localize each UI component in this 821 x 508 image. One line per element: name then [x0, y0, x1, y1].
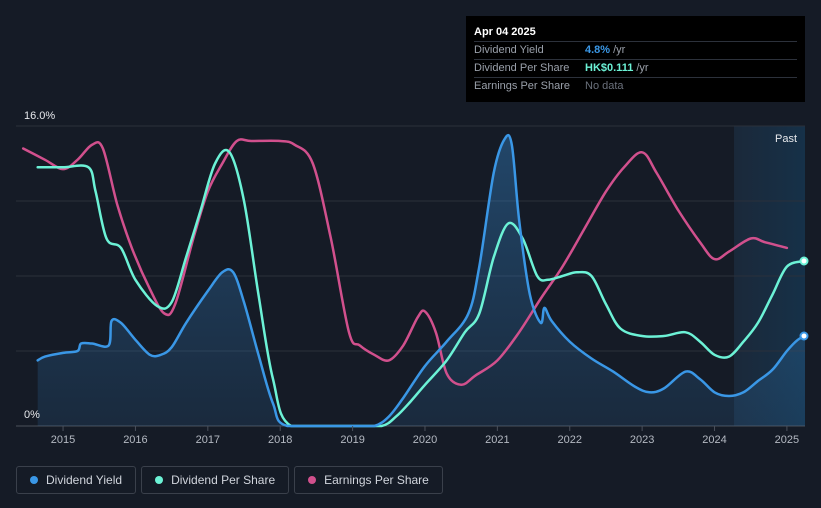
tooltip-value: No data [585, 80, 624, 92]
x-tick-label: 2018 [268, 434, 292, 446]
dividend-yield-line [36, 133, 807, 428]
legend-label: Dividend Yield [46, 473, 123, 487]
tooltip-unit: /yr [636, 62, 649, 74]
tooltip-row-earnings-per-share: Earnings Per Share No data [474, 77, 797, 95]
legend: Dividend Yield Dividend Per Share Earnin… [16, 466, 443, 494]
dividend-per-share-end-marker [799, 256, 809, 266]
earnings-per-share-line [21, 138, 789, 387]
legend-item-dividend-yield[interactable]: Dividend Yield [16, 466, 137, 494]
dividend-per-share-line [36, 148, 807, 428]
tooltip: Apr 04 2025 Dividend Yield 4.8% /yr Divi… [466, 16, 805, 102]
legend-label: Earnings Per Share [324, 473, 429, 487]
tooltip-label: Dividend Yield [474, 44, 544, 56]
tooltip-value: 4.8% [585, 44, 611, 56]
x-tick-label: 2021 [485, 434, 509, 446]
dividend-yield-area [37, 135, 805, 426]
x-tick-label: 2016 [123, 434, 147, 446]
legend-item-dividend-per-share[interactable]: Dividend Per Share [141, 466, 290, 494]
legend-dot-icon [155, 476, 164, 484]
legend-label: Dividend Per Share [171, 473, 276, 487]
tooltip-label: Dividend Per Share [474, 62, 570, 74]
x-tick-label: 2024 [702, 434, 726, 446]
tooltip-row-dividend-per-share: Dividend Per Share HK$0.111 /yr [474, 59, 797, 77]
legend-item-earnings-per-share[interactable]: Earnings Per Share [294, 466, 443, 494]
past-label: Past [775, 133, 797, 145]
x-tick-label: 2022 [558, 434, 582, 446]
y-axis-top-label: 16.0% [24, 110, 55, 122]
tooltip-label: Earnings Per Share [474, 80, 570, 92]
tooltip-unit: /yr [613, 44, 626, 56]
x-tick-label: 2019 [340, 434, 364, 446]
legend-dot-icon [308, 476, 317, 484]
dividend-yield-end-marker [799, 331, 809, 341]
x-tick-label: 2025 [775, 434, 799, 446]
x-tick-label: 2017 [196, 434, 220, 446]
tooltip-date: Apr 04 2025 [474, 26, 536, 38]
x-tick-label: 2020 [413, 434, 437, 446]
tooltip-value: HK$0.111 [585, 62, 634, 74]
legend-dot-icon [30, 476, 38, 484]
x-tick-label: 2023 [630, 434, 654, 446]
y-axis-bottom-label: 0% [24, 409, 40, 421]
x-tick-label: 2015 [51, 434, 75, 446]
tooltip-row-dividend-yield: Dividend Yield 4.8% /yr [474, 41, 797, 59]
